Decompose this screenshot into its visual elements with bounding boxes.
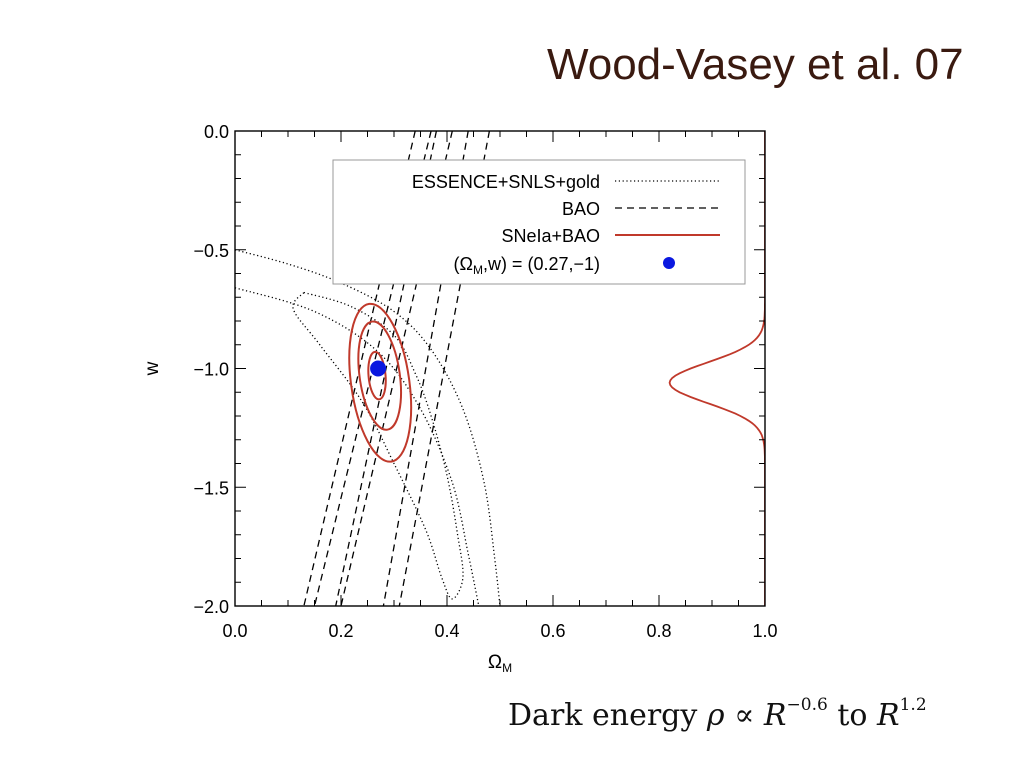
- caption-to: to: [837, 698, 868, 733]
- caption-propto: ∝: [734, 698, 755, 733]
- x-tick-label: 0.2: [328, 621, 353, 641]
- x-axis-label: ΩM: [488, 652, 512, 675]
- bao-contour-5: [382, 131, 469, 606]
- bao-contour-4: [340, 131, 453, 606]
- chart-axes: 0.0 0.2 0.4 0.6 0.8 1.0 0.0 −0.5 −1.0 −1.5 −2.0 ΩM w: [142, 122, 778, 675]
- legend-label-2: BAO: [562, 199, 600, 219]
- marginal-likelihood-curve: [668, 131, 765, 606]
- legend-label-3: SNeIa+BAO: [501, 226, 600, 246]
- caption-r1: R: [763, 698, 787, 733]
- combined-contour-1: [348, 302, 413, 463]
- combined-contour-2: [357, 320, 402, 431]
- caption-r2: R: [877, 698, 900, 733]
- x-tick-label: 0.8: [646, 621, 671, 641]
- y-axis-label: w: [142, 361, 163, 376]
- x-tick-label: 0.4: [434, 621, 459, 641]
- legend-label-1: ESSENCE+SNLS+gold: [412, 172, 600, 192]
- caption-exp1: −0.6: [786, 695, 828, 715]
- combined-contour-3: [367, 350, 387, 401]
- x-tick-label: 0.6: [540, 621, 565, 641]
- contour-chart: 0.0 0.2 0.4 0.6 0.8 1.0 0.0 −0.5 −1.0 −1.5 −2.0 ΩM w…: [142, 122, 778, 675]
- y-tick-label: −0.5: [193, 241, 229, 261]
- legend-label-4: (ΩM,w) = (0.27,−1): [453, 254, 600, 277]
- x-tick-label: 1.0: [752, 621, 777, 641]
- bao-contour-6: [398, 131, 491, 606]
- snls-contour-1: [235, 249, 501, 606]
- fiducial-point: [370, 360, 387, 377]
- legend-box: [332, 159, 746, 285]
- chart-contours: [235, 131, 765, 606]
- caption-exp2: 1.2: [899, 695, 927, 715]
- snls-contour-3: [292, 291, 464, 600]
- snls-contour-2: [235, 287, 480, 606]
- y-tick-label: 0.0: [204, 122, 229, 142]
- chart-legend: ESSENCE+SNLS+gold BAO SNeIa+BAO (ΩM,w) = (0…: [332, 159, 746, 285]
- slide-title: Wood-Vasey et al. 07: [547, 40, 964, 89]
- caption-rho: ρ: [706, 698, 725, 733]
- caption-prefix: Dark energy: [508, 698, 698, 733]
- caption: Dark energy ρ ∝ R−0.6 to R1.2: [508, 695, 927, 733]
- x-tick-label: 0.0: [222, 621, 247, 641]
- y-tick-label: −1.0: [193, 360, 229, 380]
- y-tick-label: −1.5: [193, 478, 229, 498]
- legend-swatch-point: [663, 257, 675, 269]
- y-tick-label: −2.0: [193, 597, 229, 617]
